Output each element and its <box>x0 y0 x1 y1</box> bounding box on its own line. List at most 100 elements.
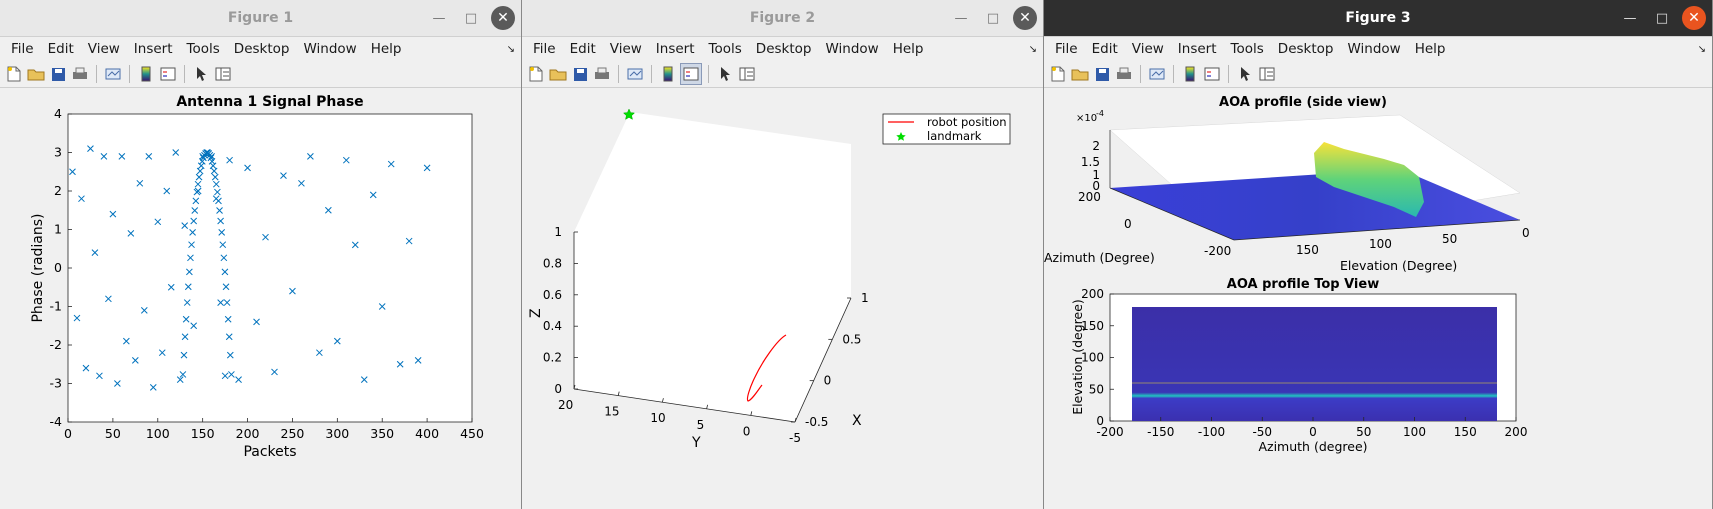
y-tick-label: -2 <box>50 337 62 352</box>
maximize-icon[interactable]: □ <box>986 10 1000 26</box>
link-plot-icon[interactable] <box>625 64 645 84</box>
minimize-icon[interactable]: — <box>1623 10 1637 26</box>
minimize-icon[interactable]: — <box>954 10 968 26</box>
azimuth-tick-label: 200 <box>1078 190 1101 204</box>
menu-edit[interactable]: Edit <box>47 41 74 57</box>
scatter-point <box>73 314 81 322</box>
menu-desktop[interactable]: Desktop <box>233 41 290 57</box>
menu-insert[interactable]: Insert <box>1177 41 1217 57</box>
z-tick-label: 0.8 <box>543 256 562 270</box>
minimize-icon[interactable]: — <box>432 10 446 26</box>
save-icon[interactable] <box>570 64 590 84</box>
maximize-icon[interactable]: □ <box>464 10 478 26</box>
x-tick-label: -50 <box>1252 425 1272 439</box>
link-plot-icon[interactable] <box>1147 64 1167 84</box>
menu-tools[interactable]: Tools <box>186 41 220 57</box>
pointer-icon[interactable] <box>191 64 211 84</box>
y-tick-label: 10 <box>650 411 665 425</box>
menu-desktop[interactable]: Desktop <box>755 41 812 57</box>
figure3-titlebar[interactable]: Figure 3 — □ ✕ <box>1044 0 1712 37</box>
scatter-point <box>196 167 204 175</box>
y-tick-label: 4 <box>54 106 62 121</box>
property-editor-icon[interactable] <box>1257 64 1277 84</box>
z-tick-label: 2 <box>1092 139 1100 153</box>
open-file-icon[interactable] <box>1070 64 1090 84</box>
menu-edit[interactable]: Edit <box>1091 41 1118 57</box>
toolbar-separator <box>129 65 130 83</box>
legend-icon[interactable] <box>680 63 702 85</box>
menu-window[interactable]: Window <box>303 41 357 57</box>
fig2-legend[interactable]: robot position landmark <box>882 113 1011 145</box>
scatter-point <box>184 283 192 291</box>
menu-tools[interactable]: Tools <box>1230 41 1264 57</box>
menu-edit[interactable]: Edit <box>569 41 596 57</box>
pointer-icon[interactable] <box>715 64 735 84</box>
y-tick-label: 1 <box>54 222 62 237</box>
maximize-icon[interactable]: □ <box>1655 10 1669 26</box>
x-tick-label: -100 <box>1198 425 1225 439</box>
menu-window[interactable]: Window <box>825 41 879 57</box>
colorbar-icon[interactable] <box>1180 64 1200 84</box>
open-file-icon[interactable] <box>548 64 568 84</box>
menu-file[interactable]: File <box>11 41 34 57</box>
colorbar-icon[interactable] <box>136 64 156 84</box>
scatter-point <box>378 303 386 310</box>
menu-insert[interactable]: Insert <box>133 41 173 57</box>
menu-view[interactable]: View <box>87 41 120 57</box>
x-tick-label: -0.5 <box>805 415 828 429</box>
figure2-titlebar[interactable]: Figure 2 — □ ✕ <box>522 0 1043 37</box>
print-icon[interactable] <box>1114 64 1134 84</box>
open-file-icon[interactable] <box>26 64 46 84</box>
scatter-point <box>167 283 175 291</box>
new-figure-icon[interactable] <box>1048 64 1068 84</box>
close-icon[interactable]: ✕ <box>1013 6 1037 30</box>
menu-help[interactable]: Help <box>370 41 402 57</box>
dock-arrow-icon[interactable]: ↘ <box>1697 43 1706 55</box>
elevation-tick-label: 100 <box>1369 237 1392 251</box>
scatter-point <box>214 188 221 196</box>
link-plot-icon[interactable] <box>103 64 123 84</box>
y-tick-label: -3 <box>50 376 62 391</box>
y-tick-label: -1 <box>50 299 62 314</box>
menu-window[interactable]: Window <box>1347 41 1401 57</box>
scatter-point <box>181 333 189 341</box>
scatter-point <box>187 254 194 262</box>
menu-help[interactable]: Help <box>1414 41 1446 57</box>
dock-arrow-icon[interactable]: ↘ <box>506 43 515 55</box>
figure1-titlebar[interactable]: Figure 1 — □ ✕ <box>0 0 521 37</box>
save-icon[interactable] <box>1092 64 1112 84</box>
menu-help[interactable]: Help <box>892 41 924 57</box>
menu-file[interactable]: File <box>533 41 556 57</box>
close-icon[interactable]: ✕ <box>1682 6 1706 30</box>
property-editor-icon[interactable] <box>737 64 757 84</box>
menu-tools[interactable]: Tools <box>708 41 742 57</box>
menu-desktop[interactable]: Desktop <box>1277 41 1334 57</box>
menu-view[interactable]: View <box>609 41 642 57</box>
new-figure-icon[interactable] <box>4 64 24 84</box>
legend-icon[interactable] <box>1202 64 1222 84</box>
z-tick-label: 0 <box>1092 179 1100 193</box>
legend-landmark: landmark <box>927 129 982 143</box>
scatter-point <box>136 179 144 187</box>
save-icon[interactable] <box>48 64 68 84</box>
menu-file[interactable]: File <box>1055 41 1078 57</box>
fig3-exponent-base: ×10 <box>1076 113 1097 124</box>
x-tick-label: -200 <box>1096 425 1123 439</box>
new-figure-icon[interactable] <box>526 64 546 84</box>
print-icon[interactable] <box>592 64 612 84</box>
close-icon[interactable]: ✕ <box>491 6 515 30</box>
dock-arrow-icon[interactable]: ↘ <box>1028 43 1037 55</box>
z-tick-label: 0.4 <box>543 319 562 333</box>
scatter-point <box>387 160 395 168</box>
scatter-point <box>271 368 278 376</box>
print-icon[interactable] <box>70 64 90 84</box>
scatter-point <box>222 283 230 291</box>
property-editor-icon[interactable] <box>213 64 233 84</box>
x-tick-label: 0 <box>824 374 832 388</box>
colorbar-icon[interactable] <box>658 64 678 84</box>
legend-icon[interactable] <box>158 64 178 84</box>
menu-insert[interactable]: Insert <box>655 41 695 57</box>
pointer-icon[interactable] <box>1235 64 1255 84</box>
x-tick-label: 100 <box>146 426 170 441</box>
menu-view[interactable]: View <box>1131 41 1164 57</box>
